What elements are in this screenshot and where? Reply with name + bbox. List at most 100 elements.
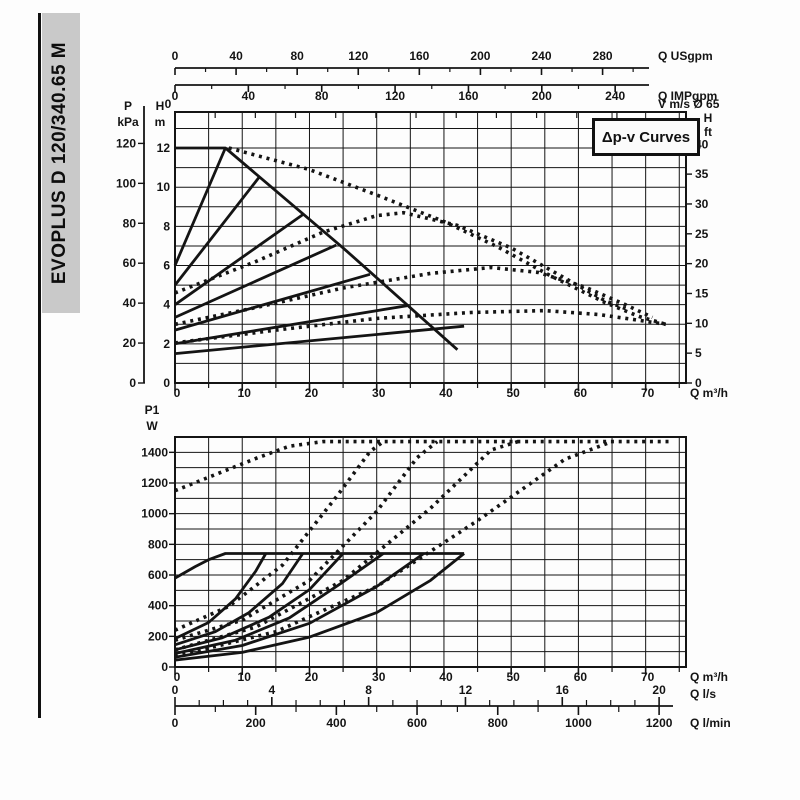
lmin-label: 1200 — [646, 716, 673, 730]
m-header: H — [156, 99, 165, 113]
plot-border — [174, 436, 687, 668]
x-tick-label: 50 — [507, 386, 521, 400]
ft-label: 30 — [695, 197, 709, 211]
w-header-unit: W — [146, 419, 158, 433]
y-axis-w: 0 200 400 600 800 1000 1200 1400 P1 W — [141, 403, 175, 674]
x-tick-label: 10 — [238, 670, 252, 684]
kpa-label: 120 — [116, 136, 136, 150]
kpa-label: 60 — [123, 256, 137, 270]
usgpm-label: 0 — [172, 49, 179, 63]
ls-label: 8 — [365, 683, 372, 697]
ls-label: 0 — [172, 683, 179, 697]
x-axis-m3h: 0 10 20 30 40 50 60 70 Q m³/h — [174, 383, 728, 400]
x-tick-label: 20 — [305, 670, 319, 684]
curve-parallel-dpv-2 — [174, 265, 654, 327]
dpv-curves-legend-box: Δp-v Curves — [592, 118, 700, 156]
kpa-header: P — [124, 99, 132, 113]
m-label: 6 — [163, 259, 170, 273]
w-label: 600 — [148, 568, 168, 582]
x-axis-lmin: 0 200 400 600 800 1000 1200 Q l/min — [172, 706, 731, 730]
lmin-label: 0 — [172, 716, 179, 730]
usgpm-label: 120 — [348, 49, 368, 63]
ft-label: 15 — [695, 286, 709, 300]
curve-power-parallel-dpv-4 — [174, 439, 613, 659]
x-axis-unit: Q m³/h — [690, 670, 728, 684]
w-label: 0 — [161, 660, 168, 674]
ls-label: 12 — [459, 683, 473, 697]
x-axis-impgpm: 0 40 80 120 160 200 240 Q IMPgpm — [172, 84, 717, 103]
x-tick-label: 60 — [574, 670, 588, 684]
kpa-label: 80 — [123, 216, 137, 230]
model-strip: EVOPLUS D 120/340.65 M — [42, 13, 80, 313]
usgpm-label: 280 — [593, 49, 613, 63]
curve-power-dpv-1 — [174, 552, 268, 640]
x-tick-label: 0 — [174, 386, 181, 400]
lmin-label: 800 — [488, 716, 508, 730]
curve-dpv-line-4 — [174, 243, 337, 319]
w-label: 400 — [148, 599, 168, 613]
m-label: 10 — [157, 180, 171, 194]
curve-power-max-single — [174, 552, 465, 580]
curve-dpv-line-5 — [174, 272, 371, 332]
w-label: 200 — [148, 629, 168, 643]
w-label: 800 — [148, 537, 168, 551]
x-tick-label: 30 — [372, 386, 386, 400]
left-border-rule — [38, 13, 41, 718]
m-header-unit: m — [155, 115, 166, 129]
m-label: 4 — [163, 298, 170, 312]
x-axis-m3h: 0 10 20 30 40 50 60 70 Q m³/h — [174, 667, 728, 684]
curves — [173, 146, 667, 355]
x-axis-usgpm: 0 40 80 120 160 200 240 280 Q USgpm — [172, 49, 713, 75]
x-axis-unit: Q m³/h — [690, 386, 728, 400]
model-label: EVOPLUS D 120/340.65 M — [49, 41, 70, 285]
lmin-unit: Q l/min — [690, 716, 731, 730]
impgpm-label: 160 — [458, 89, 478, 103]
vms-zero: 0 — [165, 97, 172, 111]
impgpm-label: 200 — [532, 89, 552, 103]
curve-dpv-line-7 — [174, 324, 465, 355]
curve-power-dpv-4 — [174, 552, 385, 655]
usgpm-label: 240 — [531, 49, 551, 63]
usgpm-label: 80 — [290, 49, 304, 63]
impgpm-label: 0 — [172, 89, 179, 103]
x-axis-vms: 0 V m/s Ø 65 — [165, 97, 720, 118]
m-label: 0 — [163, 376, 170, 390]
x-axis-ls: 0 4 8 12 16 20 Q l/s — [172, 683, 716, 706]
curve-power-parallel-dpv-2 — [174, 440, 439, 642]
vms-unit: V m/s Ø 65 — [658, 97, 720, 111]
x-tick-label: 50 — [507, 670, 521, 684]
lmin-label: 200 — [246, 716, 266, 730]
m-label: 8 — [163, 219, 170, 233]
ls-label: 16 — [556, 683, 570, 697]
ft-label: 25 — [695, 227, 709, 241]
impgpm-label: 40 — [242, 89, 256, 103]
ft-label: 0 — [695, 376, 702, 390]
usgpm-label: 160 — [409, 49, 429, 63]
curve-dpv-line-2 — [173, 176, 261, 286]
x-tick-label: 60 — [574, 386, 588, 400]
kpa-header-unit: kPa — [117, 115, 139, 129]
curve-parallel-dpv-3 — [174, 308, 667, 345]
ft-label: 35 — [695, 167, 709, 181]
x-tick-label: 70 — [641, 386, 655, 400]
w-label: 1400 — [141, 445, 168, 459]
usgpm-label: 40 — [229, 49, 243, 63]
ls-unit: Q l/s — [690, 687, 716, 701]
x-tick-label: 0 — [174, 670, 181, 684]
ls-label: 20 — [652, 683, 666, 697]
x-tick-label: 40 — [439, 670, 453, 684]
curve-power-dpv-6 — [174, 552, 465, 662]
curve-power-parallel-dpv-3 — [174, 439, 519, 652]
x-tick-label: 20 — [305, 386, 319, 400]
lmin-label: 1000 — [565, 716, 592, 730]
x-tick-label: 30 — [372, 670, 386, 684]
lmin-label: 400 — [326, 716, 346, 730]
x-tick-label: 70 — [641, 670, 655, 684]
ft-header: H — [704, 111, 713, 125]
impgpm-unit: Q IMPgpm — [658, 89, 717, 103]
impgpm-label: 80 — [315, 89, 329, 103]
w-label: 1000 — [141, 507, 168, 521]
